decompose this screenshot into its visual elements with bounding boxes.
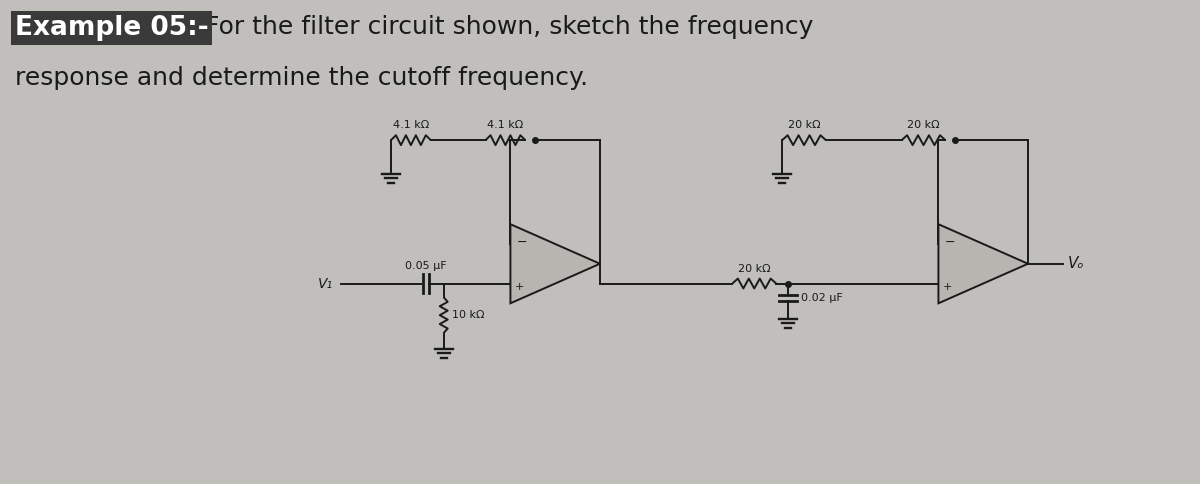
Text: −: −	[944, 236, 955, 248]
Text: +: +	[942, 283, 952, 292]
Text: 4.1 kΩ: 4.1 kΩ	[487, 121, 523, 130]
Text: 0.02 μF: 0.02 μF	[802, 293, 842, 303]
Text: 0.05 μF: 0.05 μF	[404, 261, 446, 271]
Text: 4.1 kΩ: 4.1 kΩ	[392, 121, 430, 130]
Text: 20 kΩ: 20 kΩ	[907, 121, 940, 130]
Text: −: −	[516, 236, 527, 248]
Text: response and determine the cutoff frequency.: response and determine the cutoff freque…	[14, 66, 588, 90]
Text: V₁: V₁	[318, 276, 334, 290]
Polygon shape	[510, 224, 600, 303]
Text: 10 kΩ: 10 kΩ	[451, 310, 484, 320]
Text: 20 kΩ: 20 kΩ	[787, 121, 821, 130]
Text: 20 kΩ: 20 kΩ	[738, 264, 770, 273]
Text: +: +	[515, 283, 523, 292]
Text: For the filter circuit shown, sketch the frequency: For the filter circuit shown, sketch the…	[197, 15, 814, 39]
Text: Example 05:-: Example 05:-	[14, 15, 209, 41]
Text: Vₒ: Vₒ	[1068, 256, 1085, 271]
Polygon shape	[938, 224, 1028, 303]
